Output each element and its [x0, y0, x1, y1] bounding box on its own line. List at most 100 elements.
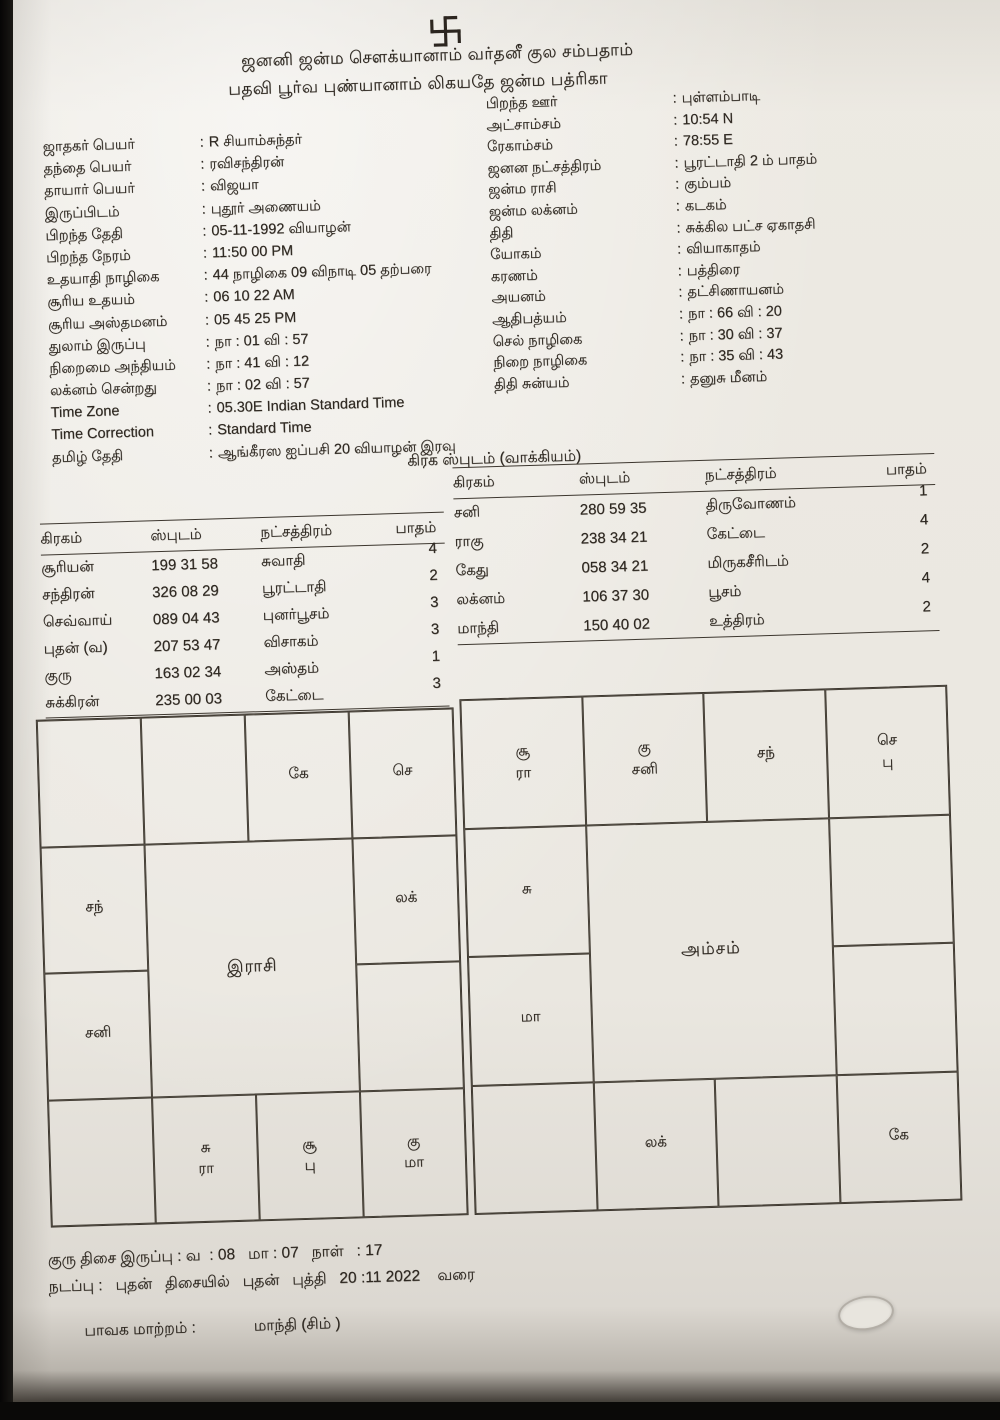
colon: : [200, 178, 206, 196]
rasi-cell-kumbham: சந் [40, 844, 149, 974]
colon: : [677, 263, 683, 280]
amsam-cell-kanni: கே [836, 1071, 962, 1204]
field-value: Standard Time [217, 419, 312, 439]
natchathiram: பூரட்டாதி [261, 578, 327, 598]
field-label: Time Correction [51, 424, 155, 444]
field-value: ரவிசந்திரன் [209, 154, 285, 173]
planet-abbr: லக் [644, 1133, 668, 1151]
sputam: 280 59 35 [579, 499, 647, 519]
colon: : [206, 356, 211, 373]
sputam: 150 40 02 [582, 615, 651, 635]
dasa-footer: குரு திசை இருப்பு : வ : 08 மா : 07 நாள் … [48, 1225, 951, 1369]
col-sputam: ஸ்புடம் [150, 525, 202, 544]
planet: லக்னம் [456, 589, 506, 609]
field-value: 05 45 25 PM [213, 309, 297, 328]
field-value: R சியாம்சுந்தர் [208, 131, 303, 151]
natchathiram: கேட்டை [706, 524, 766, 543]
field-value: புதூர் அணையம் [210, 197, 321, 217]
colon: : [674, 155, 679, 172]
colon: : [207, 400, 212, 417]
planet-abbr: ரா [198, 1159, 215, 1178]
paatham: 3 [430, 620, 440, 639]
field-label: பிறந்த தேதி [45, 225, 124, 245]
field-value: கடகம் [684, 197, 727, 215]
planet-table-right: கிரகம் ஸ்புடம் நட்சத்திரம் பாதம் சனி 280 … [452, 453, 940, 646]
col-sputam: ஸ்புடம் [578, 468, 631, 488]
natchathiram: மிருகசீரிடம் [707, 552, 790, 572]
planet: புதன் (வ) [43, 638, 108, 658]
col-natchathiram: நட்சத்திரம் [260, 521, 333, 541]
planet-abbr: செ [392, 762, 413, 780]
amsam-chart: சூ ரா கு சனி சந் செ பு சு மா லக் கே அம்சம் [459, 684, 963, 1215]
planet: குரு [44, 666, 72, 685]
natchathiram: திருவோணம் [705, 494, 797, 514]
sputam: 058 34 21 [581, 557, 649, 577]
paatham: 2 [922, 598, 932, 616]
field-label: துலாம் இருப்பு [48, 336, 146, 355]
paper-background [12, 0, 1000, 1420]
field-label: Time Zone [50, 403, 120, 422]
colon: : [208, 422, 213, 439]
amsam-cell-makaram: மா [468, 953, 594, 1086]
planet-abbr: லக் [394, 888, 418, 907]
planet: கேது [455, 561, 490, 580]
field-label: சூரிய அஸ்தமனம் [47, 313, 168, 333]
planet-abbr: சு [521, 880, 532, 898]
field-value: நா : 35 வி : 43 [689, 346, 784, 366]
colon: : [673, 133, 679, 150]
sputam: 106 37 30 [582, 586, 650, 606]
field-value: நா : 02 வி : 57 [215, 375, 310, 395]
rasi-cell-kanni: கு மா [359, 1087, 468, 1218]
planet-abbr: செ [876, 731, 898, 749]
natchathiram: உத்திரம் [708, 611, 765, 630]
colon: : [675, 198, 681, 215]
amsam-cell-rishabam: சந் [703, 689, 829, 822]
planet: மாந்தி [457, 619, 500, 638]
colon: : [208, 445, 214, 462]
field-label: சூரிய உதயம் [47, 291, 136, 311]
colon: : [204, 311, 210, 329]
planet: சூரியன் [41, 558, 95, 577]
planet-abbr: கு [637, 738, 651, 756]
amsam-cell-thulam [714, 1074, 840, 1207]
col-paatham: பாதம் [885, 459, 927, 478]
paatham: 2 [429, 566, 438, 585]
planet-abbr: சூ [302, 1135, 317, 1153]
scan-edge-left [0, 0, 13, 1420]
amsam-cell-kumbham: சு [464, 825, 590, 958]
rasi-cell-meenam [36, 717, 145, 848]
natchathiram: கேட்டை [264, 686, 324, 705]
field-label: ஜாதகர் பெயர் [42, 136, 136, 156]
planet-abbr: மா [403, 1153, 425, 1172]
amsam-chart-title-cell: அம்சம் [585, 817, 837, 1082]
planet-abbr: பு [304, 1156, 316, 1175]
planet-abbr: சனி [631, 760, 659, 778]
scan-edge-bottom [0, 1402, 1000, 1420]
natchathiram: சுவாதி [260, 551, 306, 571]
planet-abbr: கு [406, 1132, 421, 1150]
planet-abbr: சந் [756, 744, 776, 762]
natchathiram: புனர்பூசம் [262, 605, 330, 625]
rasi-cell-makaram: சனி [44, 970, 153, 1101]
birth-details-left: ஜாதகர் பெயர்: R சியாம்சுந்தர் தந்தை பெயர்… [43, 126, 493, 472]
paatham: 4 [428, 539, 438, 558]
sputam: 199 31 58 [151, 555, 219, 575]
field-label: நிறை நாழிகை [493, 352, 588, 372]
rasi-cell-dhanusu [48, 1097, 156, 1227]
colon: : [672, 90, 677, 107]
field-value: புள்ளம்பாடி [681, 88, 761, 107]
paatham: 3 [429, 593, 439, 612]
sputam: 326 08 29 [151, 582, 220, 602]
planet-abbr: கே [288, 765, 309, 783]
field-label: தாயார் பெயர் [43, 181, 136, 200]
field-value: தட்சிணாயனம் [687, 281, 785, 301]
planet-abbr: சு [200, 1138, 211, 1156]
colon: : [202, 223, 207, 240]
rasi-cell-thulam: சூ பு [255, 1090, 364, 1221]
field-label: உதயாதி நாழிகை [46, 269, 160, 289]
field-value: நா : 30 வி : 37 [688, 325, 783, 344]
planet: ராகு [454, 532, 484, 551]
colon: : [200, 156, 205, 173]
